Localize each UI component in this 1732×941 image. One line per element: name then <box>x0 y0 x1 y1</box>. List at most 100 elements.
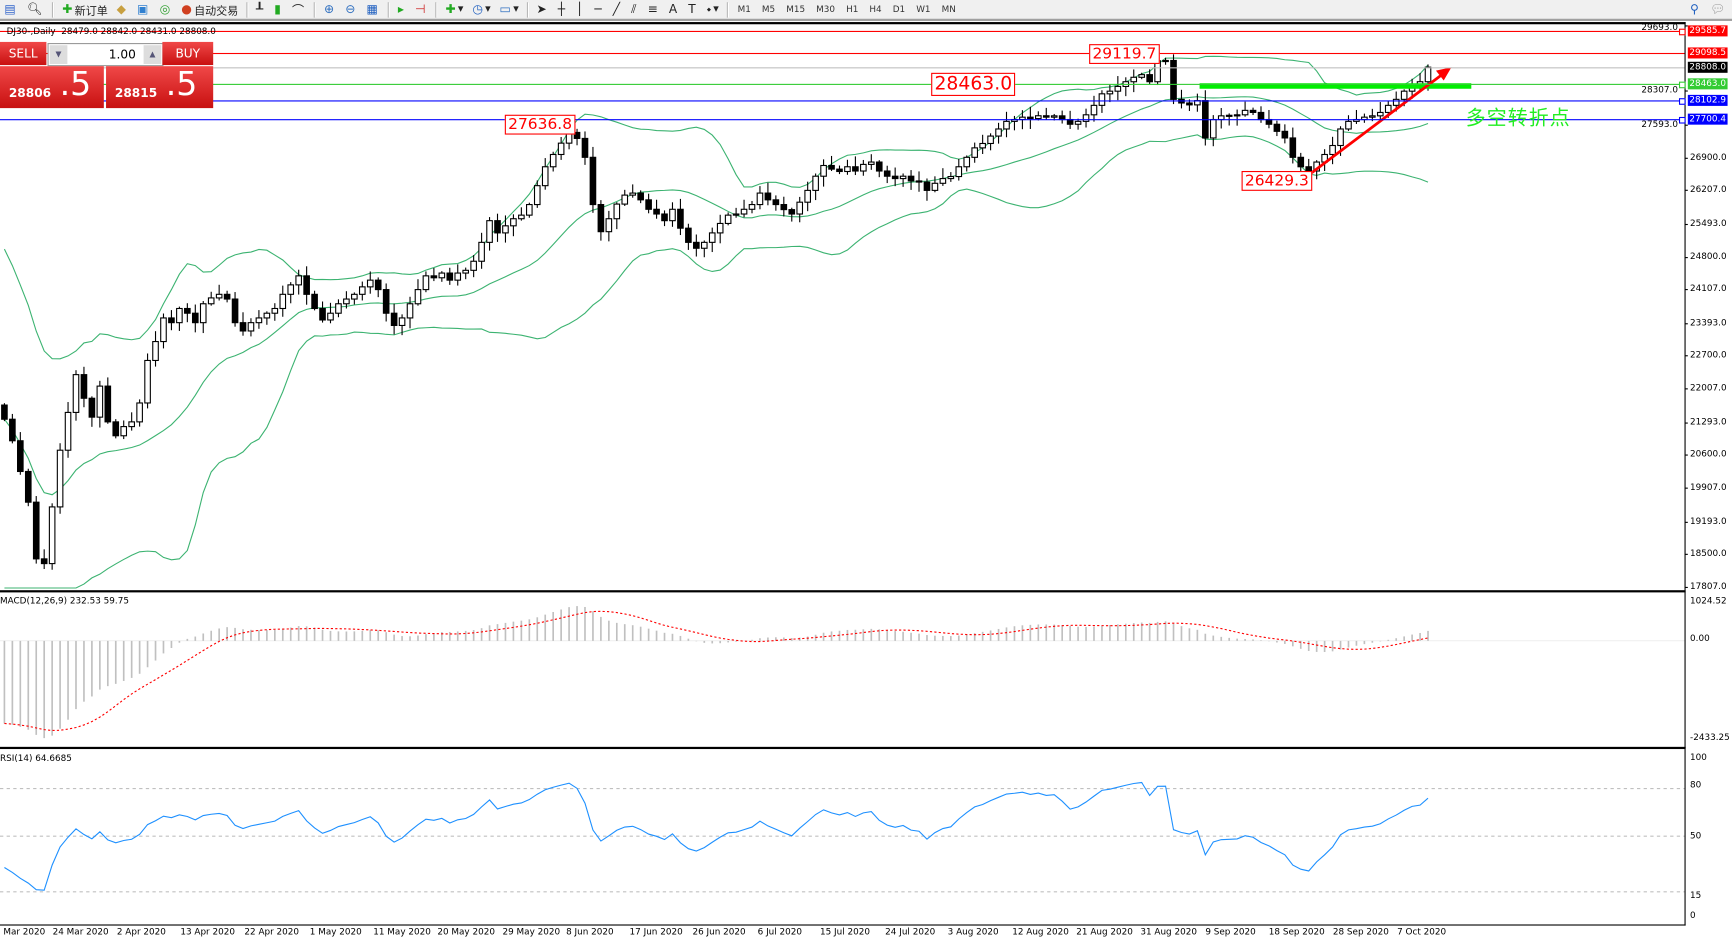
bear-candle <box>875 161 883 172</box>
bull-candle <box>605 218 613 233</box>
channel-button[interactable]: ⫽ <box>627 1 643 19</box>
new-order-button[interactable]: ✚ 新订单 <box>58 1 112 19</box>
horizontal-line[interactable] <box>0 30 1685 32</box>
signals-button[interactable]: ◎ <box>155 1 177 19</box>
level-price-label[interactable]: 28463.0 <box>931 72 1016 96</box>
zoom-in-icon: ⊕ <box>324 2 335 17</box>
line-handle[interactable] <box>1678 98 1686 105</box>
zoom-in-button[interactable]: ⊕ <box>320 1 341 19</box>
sell-price[interactable]: 28806 .5 <box>0 65 104 109</box>
horizontal-line[interactable] <box>0 119 1685 121</box>
bear-candle <box>780 204 788 211</box>
timeframe-h4[interactable]: H4 <box>869 4 882 15</box>
timeframe-d1[interactable]: D1 <box>892 4 906 15</box>
rsi-pane[interactable] <box>0 746 1686 926</box>
price-line-tag: 29585.7 <box>1687 24 1728 36</box>
bull-candle <box>1106 90 1114 95</box>
horizontal-line[interactable] <box>0 83 1685 85</box>
bull-candle <box>502 225 509 234</box>
vertical-line-button[interactable]: │ <box>572 1 590 19</box>
bear-candle <box>1170 59 1177 100</box>
text-label-button[interactable]: T <box>684 1 702 19</box>
bear-candle <box>382 289 390 314</box>
line-handle[interactable] <box>1678 81 1686 89</box>
clock-icon: ◷ <box>472 2 483 17</box>
sell-button[interactable]: SELL <box>0 41 47 66</box>
toolbar: ▤ 🔍︎ ✚ 新订单 ◆ ▣ ◎ ● 自动交易 ┸ ▮ ⌒ ⊕ ⊖ ▦ ▸ ⊣ ✚ ▾… <box>0 0 1732 21</box>
toolbar-separator <box>387 1 391 18</box>
bull-candle <box>1376 111 1384 117</box>
macd-pane[interactable] <box>0 590 1686 748</box>
bull-candle <box>358 286 366 295</box>
lot-decrease-button[interactable]: ▼ <box>49 45 68 64</box>
timeframe-h1[interactable]: H1 <box>846 4 859 15</box>
timeframe-m1[interactable]: M1 <box>737 4 751 15</box>
text-button[interactable]: A <box>664 1 683 19</box>
search-icon: ⚲ <box>1689 2 1699 17</box>
price-line-tag: 27700.4 <box>1687 113 1728 126</box>
timeframe-mn[interactable]: MN <box>941 4 956 15</box>
buy-price[interactable]: 28815 .5 <box>106 65 214 109</box>
chat-button[interactable]: 💬︎ <box>1706 1 1732 19</box>
price-axis-tick <box>1684 90 1688 92</box>
navigator-button[interactable]: ◆ <box>112 1 132 19</box>
tile-windows-button[interactable]: ▦ <box>362 1 385 19</box>
templates-button[interactable]: ▭ ▾ <box>499 2 519 17</box>
date-label: 1 May 2020 <box>309 926 362 937</box>
mid-price-label[interactable]: 27636.8 <box>504 114 576 135</box>
horizontal-line[interactable] <box>0 100 1685 102</box>
date-label: 22 Apr 2020 <box>244 926 300 937</box>
line-chart-button[interactable]: ⌒ <box>288 1 311 19</box>
bar-chart-button[interactable]: ┸ <box>252 1 270 19</box>
periods-button[interactable]: ◷ ▾ <box>472 2 491 17</box>
zoom-out-button[interactable]: ⊖ <box>341 1 362 19</box>
date-label: 13 Apr 2020 <box>180 926 235 937</box>
new-chart-button[interactable]: ▤ <box>0 1 23 19</box>
buy-price-big: .5 <box>165 65 198 104</box>
arrows-button[interactable]: ⬩ ▾ <box>706 1 719 16</box>
bull-candle <box>486 220 493 243</box>
timeframe-m5[interactable]: M5 <box>761 4 776 15</box>
price-axis-tick <box>1684 388 1688 390</box>
terminal-button[interactable]: ▣ <box>133 1 156 19</box>
trendline-button[interactable]: ╱ <box>608 1 626 19</box>
horizontal-line[interactable] <box>0 67 1685 69</box>
bear-candle <box>883 170 891 177</box>
turning-point-label[interactable]: 多空转折点 <box>1465 107 1571 131</box>
bull-candle <box>820 164 827 177</box>
search-button[interactable]: ⚲ <box>1686 1 1706 19</box>
low-price-label[interactable]: 26429.3 <box>1241 170 1313 191</box>
horizontal-line-button[interactable]: ─ <box>590 1 608 19</box>
candle-chart-button[interactable]: ▮ <box>270 1 288 19</box>
crosshair-button[interactable]: ┼ <box>553 1 571 19</box>
high-price-label[interactable]: 29119.7 <box>1089 44 1160 64</box>
bear-candle <box>788 209 796 215</box>
auto-trading-button[interactable]: ● 自动交易 <box>177 1 243 19</box>
lot-size-field[interactable]: ▼ 1.00 ▲ <box>47 43 164 67</box>
timeframe-m15[interactable]: M15 <box>786 4 806 15</box>
cursor-icon: ➤ <box>536 2 547 17</box>
autoscroll-button[interactable]: ▸ <box>393 1 410 19</box>
buy-button[interactable]: BUY <box>162 41 214 66</box>
cursor-button[interactable]: ➤ <box>532 1 553 19</box>
fibonacci-button[interactable]: ≡ <box>643 1 664 19</box>
bull-candle <box>295 275 302 286</box>
toolbar-separator <box>435 1 438 18</box>
timeframe-w1[interactable]: W1 <box>916 4 931 15</box>
lot-increase-button[interactable]: ▲ <box>143 45 162 64</box>
chat-icon: 💬︎ <box>1709 2 1726 17</box>
horizontal-line[interactable] <box>0 52 1685 55</box>
date-label: 28 Sep 2020 <box>1332 926 1389 937</box>
zoom-doc-button[interactable]: 🔍︎ <box>23 1 49 19</box>
line-handle[interactable] <box>1678 116 1686 124</box>
line-handle[interactable] <box>1678 28 1686 36</box>
bull-candle <box>398 317 406 327</box>
bull-candle <box>287 284 295 295</box>
price-pane[interactable] <box>0 22 1686 591</box>
lot-value[interactable]: 1.00 <box>108 47 136 62</box>
chart-shift-button[interactable]: ⊣ <box>411 1 433 19</box>
date-label: 7 Oct 2020 <box>1397 926 1447 937</box>
indicators-button[interactable]: ✚ ▾ <box>445 2 464 17</box>
bear-candle <box>1297 156 1305 168</box>
timeframe-m30[interactable]: M30 <box>816 4 836 15</box>
